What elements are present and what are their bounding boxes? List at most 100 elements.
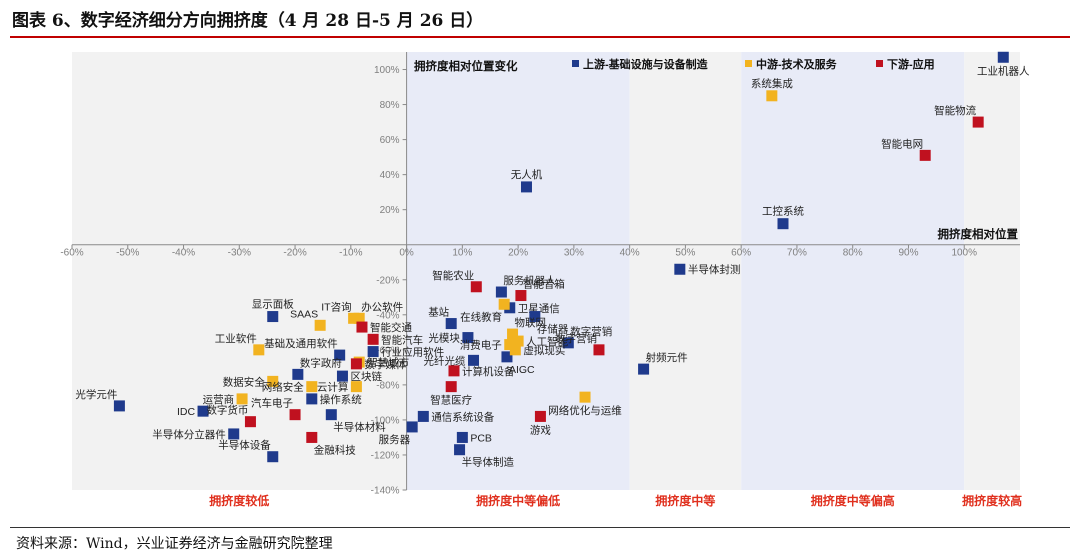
x-axis-annotation: 拥挤度相对位置 <box>938 227 1019 241</box>
point-label: 工控系统 <box>762 205 804 218</box>
zones-layer: 拥挤度较低 拥挤度中等偏低 拥挤度中等 拥挤度中等偏高 拥挤度较高 <box>72 52 1022 508</box>
y-tick-label: 100% <box>374 65 400 76</box>
point-downstream <box>350 358 362 370</box>
x-tick-label: 30% <box>564 248 584 259</box>
point-label: IDC <box>177 406 196 418</box>
point-upstream <box>267 311 279 323</box>
point-downstream <box>470 281 482 293</box>
point-midstream <box>509 344 521 356</box>
point-label: AIGC <box>509 364 535 376</box>
point-label: 无人机 <box>511 168 543 181</box>
point-label: 智能音箱 <box>523 278 565 291</box>
point-upstream <box>325 409 337 421</box>
y-tick-label: 80% <box>380 100 400 111</box>
point-label: 智能汽车 <box>381 333 423 346</box>
point-upstream <box>997 51 1009 63</box>
point-label: 存储器 <box>537 323 569 336</box>
legend-layer: 拥挤度相对位置变化 上游-基础设施与设备制造 中游-技术及服务 下游-应用 <box>414 57 935 73</box>
point-label: 网络安全 <box>262 381 304 394</box>
point-upstream <box>562 337 574 349</box>
x-tick-label: 90% <box>898 248 918 259</box>
point-upstream <box>674 263 686 275</box>
point-label: 云计算 <box>317 381 349 394</box>
point-label: 半导体分立器件 <box>152 428 226 441</box>
point-midstream <box>766 90 778 102</box>
x-tick-label: 0% <box>399 248 414 259</box>
point-downstream <box>593 344 605 356</box>
point-label: 数字政府 <box>300 356 342 369</box>
y-tick-label: -140% <box>371 486 400 497</box>
point-midstream <box>306 381 318 393</box>
point-upstream <box>456 431 468 443</box>
x-tick-label: 100% <box>951 248 977 259</box>
point-upstream <box>292 368 304 380</box>
point-midstream <box>507 328 519 340</box>
x-tick-label: 50% <box>675 248 695 259</box>
point-upstream <box>462 332 474 344</box>
point-label: 服务器 <box>379 433 411 446</box>
point-label: 游戏 <box>530 423 551 436</box>
point-label: 在线教育 <box>460 310 502 323</box>
point-midstream <box>579 391 591 403</box>
point-label: 基站 <box>428 306 449 319</box>
point-label: 通信系统设备 <box>431 410 494 423</box>
legend-label-upstream: 上游-基础设施与设备制造 <box>583 57 709 71</box>
point-upstream <box>228 428 240 440</box>
zone-label-4: 拥挤度较高 <box>962 493 1022 508</box>
point-label: 光学元件 <box>75 388 117 401</box>
point-label: 系统集成 <box>751 77 793 90</box>
point-label: 工业机器人 <box>977 64 1030 77</box>
point-upstream <box>529 311 541 323</box>
point-label: PCB <box>470 432 492 444</box>
figure-title: 图表 6、数字经济细分方向拥挤度（4 月 28 日-5 月 26 日） <box>12 11 484 31</box>
point-downstream <box>289 409 301 421</box>
zone-label-1: 拥挤度中等偏低 <box>476 493 560 508</box>
point-downstream <box>367 333 379 345</box>
point-midstream <box>314 319 326 331</box>
x-tick-label: -30% <box>228 248 251 259</box>
axes-layer: -60% -50% -40% -30% -20% -10% 0% 10% 20% 30% 40% 50… <box>60 52 1020 497</box>
point-label: 智能交通 <box>370 321 412 334</box>
point-label: SAAS <box>290 308 318 320</box>
legend-marker-downstream <box>876 60 883 67</box>
point-downstream <box>306 431 318 443</box>
x-tick-label: 80% <box>843 248 863 259</box>
point-label: 人工智能 <box>526 335 568 348</box>
y-tick-label: -20% <box>376 275 399 286</box>
point-label: 行业应用软件 <box>381 346 444 359</box>
point-label: 射频元件 <box>646 351 688 364</box>
legend-marker-upstream <box>572 60 579 67</box>
x-tick-label: 20% <box>508 248 528 259</box>
point-midstream <box>253 344 265 356</box>
point-label: 工业软件 <box>215 332 257 345</box>
zone-band-0 <box>72 52 407 490</box>
point-midstream <box>353 312 365 324</box>
point-label: 智慧城市 <box>367 356 409 369</box>
point-upstream <box>501 351 513 363</box>
point-label: 半导体设备 <box>218 439 271 452</box>
point-upstream <box>367 346 379 358</box>
point-midstream <box>267 375 279 387</box>
legend-label-downstream: 下游-应用 <box>887 57 935 71</box>
point-label: 服务机器人 <box>503 274 556 287</box>
point-label: 数字营销 <box>555 332 597 345</box>
point-label: 显示面板 <box>252 298 294 311</box>
point-label: 数据安全 <box>223 375 265 388</box>
point-label: 数字营销 <box>570 325 612 338</box>
point-upstream <box>777 218 789 230</box>
source-note: 资料来源：Wind，兴业证券经济与金融研究院整理 <box>16 536 333 552</box>
point-upstream <box>468 354 480 366</box>
point-upstream <box>334 349 346 361</box>
x-tick-label: -10% <box>339 248 362 259</box>
x-tick-label: -40% <box>172 248 195 259</box>
point-label: 网络优化与运维 <box>548 404 622 417</box>
point-downstream <box>534 410 546 422</box>
point-midstream <box>236 393 248 405</box>
zone-band-3 <box>741 52 965 490</box>
y-tick-label: -80% <box>376 380 399 391</box>
point-label: 半导体制造 <box>462 456 515 469</box>
point-upstream <box>445 318 457 330</box>
point-label: IT咨询 <box>321 300 351 313</box>
point-label: 卫星通信 <box>518 303 560 315</box>
